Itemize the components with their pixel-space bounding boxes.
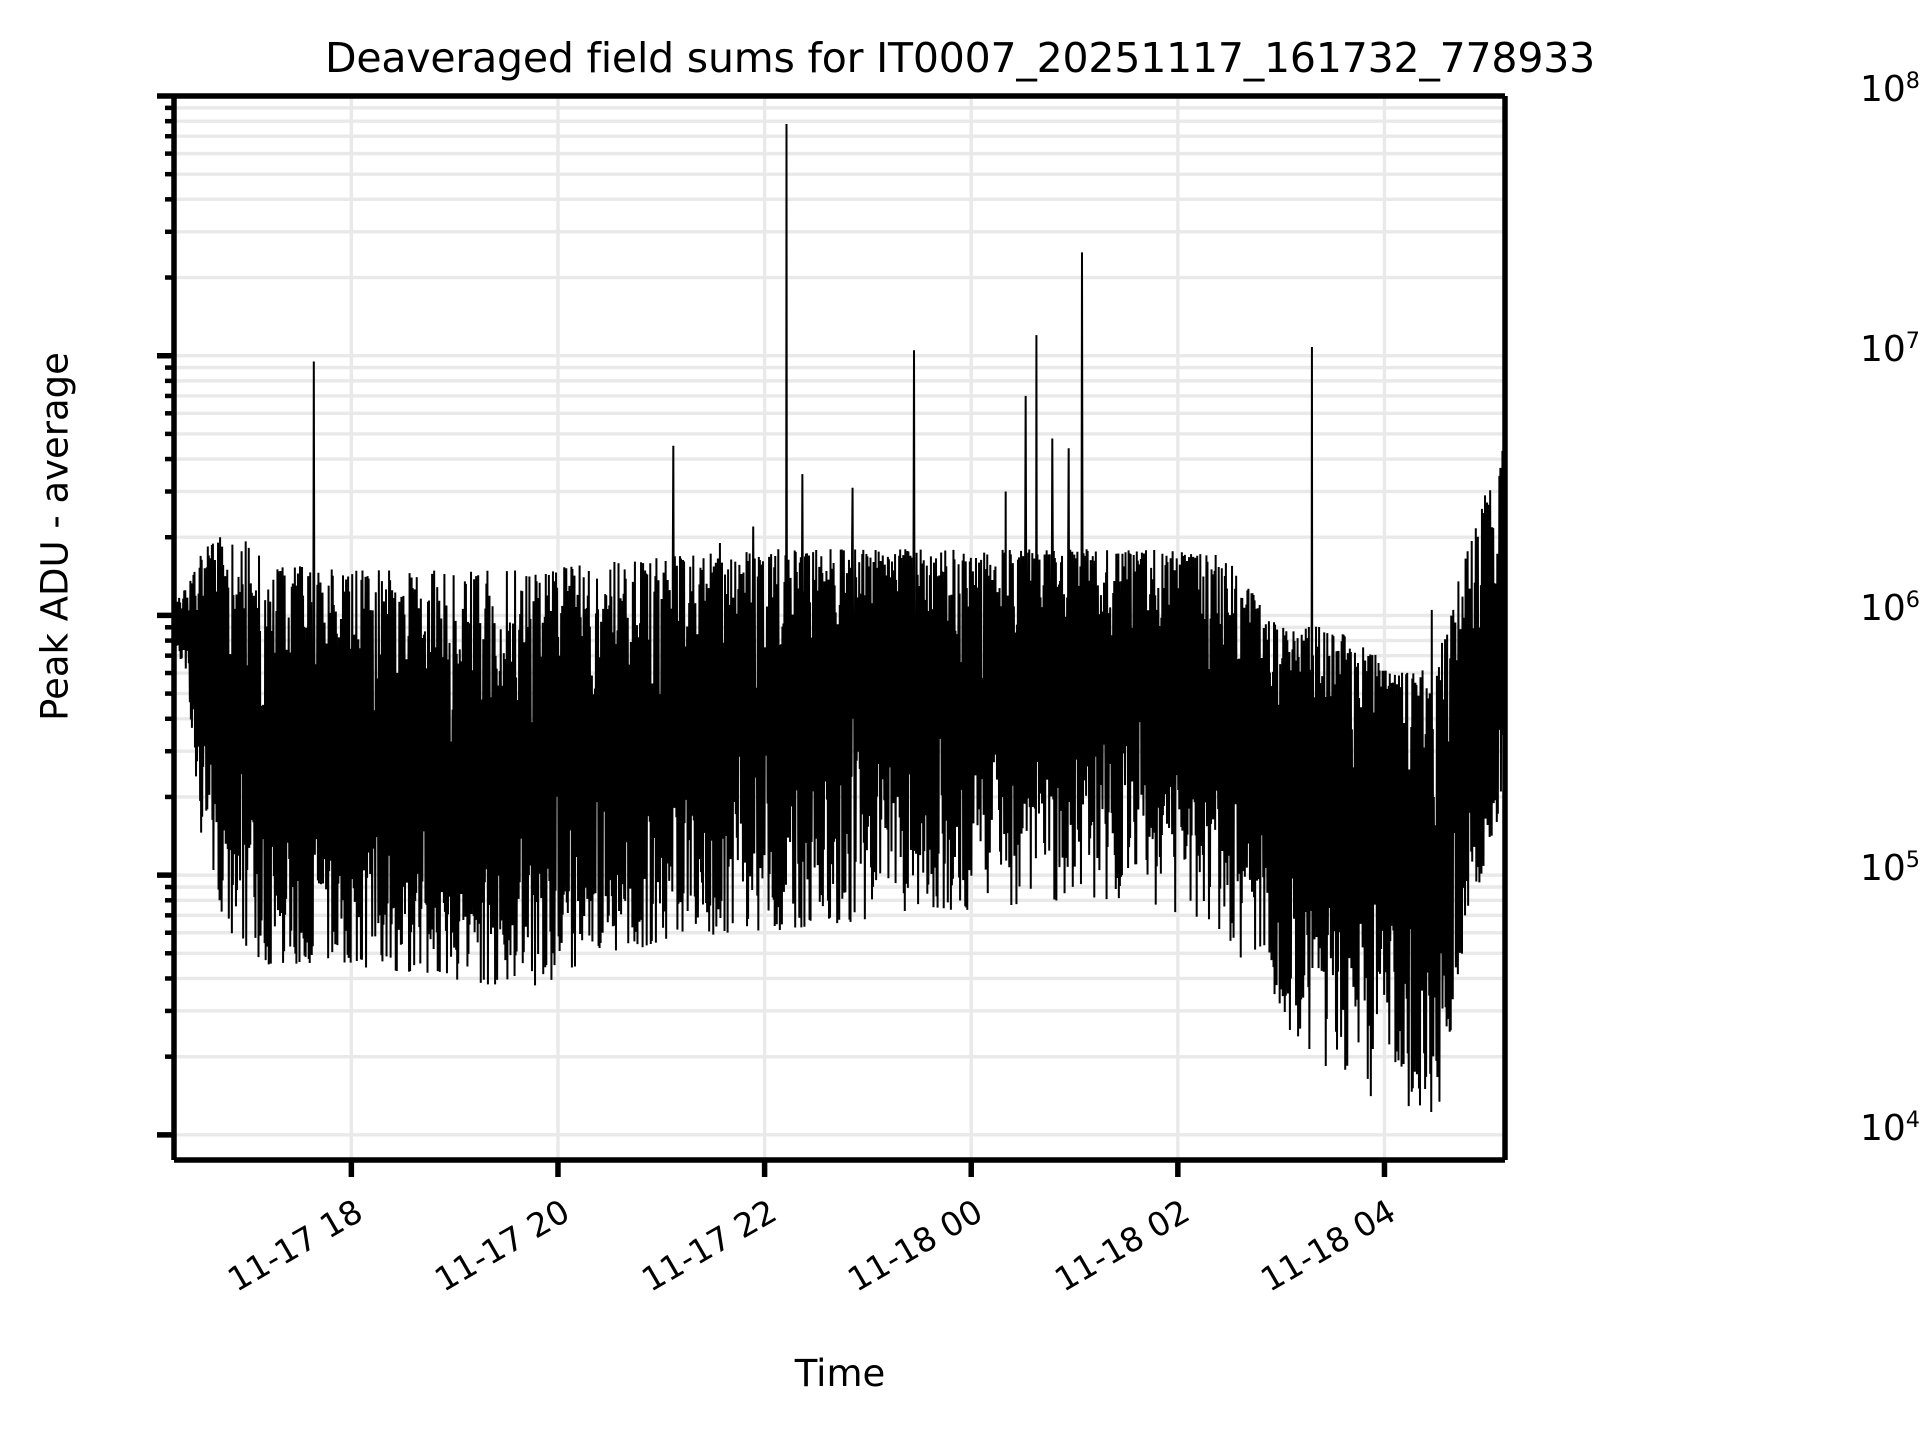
- y-tick-label: 107: [1774, 328, 1920, 370]
- y-tick-label: 104: [1774, 1107, 1920, 1149]
- y-tick-mantissa: 10: [1859, 1107, 1906, 1149]
- chart-title: Deaveraged field sums for IT0007_2025111…: [325, 34, 1595, 82]
- y-tick-label: 105: [1774, 848, 1920, 890]
- y-tick-mantissa: 10: [1859, 848, 1906, 890]
- y-tick-exponent: 6: [1905, 587, 1920, 614]
- axis-ticks: [157, 93, 1388, 1177]
- y-tick-label: 108: [1774, 69, 1920, 110]
- y-tick-mantissa: 10: [1859, 328, 1906, 370]
- data-line-series: [174, 124, 1505, 1113]
- y-tick-exponent: 8: [1905, 68, 1920, 94]
- y-tick-exponent: 5: [1905, 847, 1920, 874]
- y-tick-mantissa: 10: [1859, 588, 1906, 630]
- y-tick-mantissa: 10: [1859, 69, 1906, 110]
- y-tick-exponent: 7: [1905, 327, 1920, 354]
- y-tick-exponent: 4: [1905, 1106, 1920, 1133]
- y-tick-label: 106: [1774, 588, 1920, 630]
- x-axis-label: Time: [794, 1352, 886, 1395]
